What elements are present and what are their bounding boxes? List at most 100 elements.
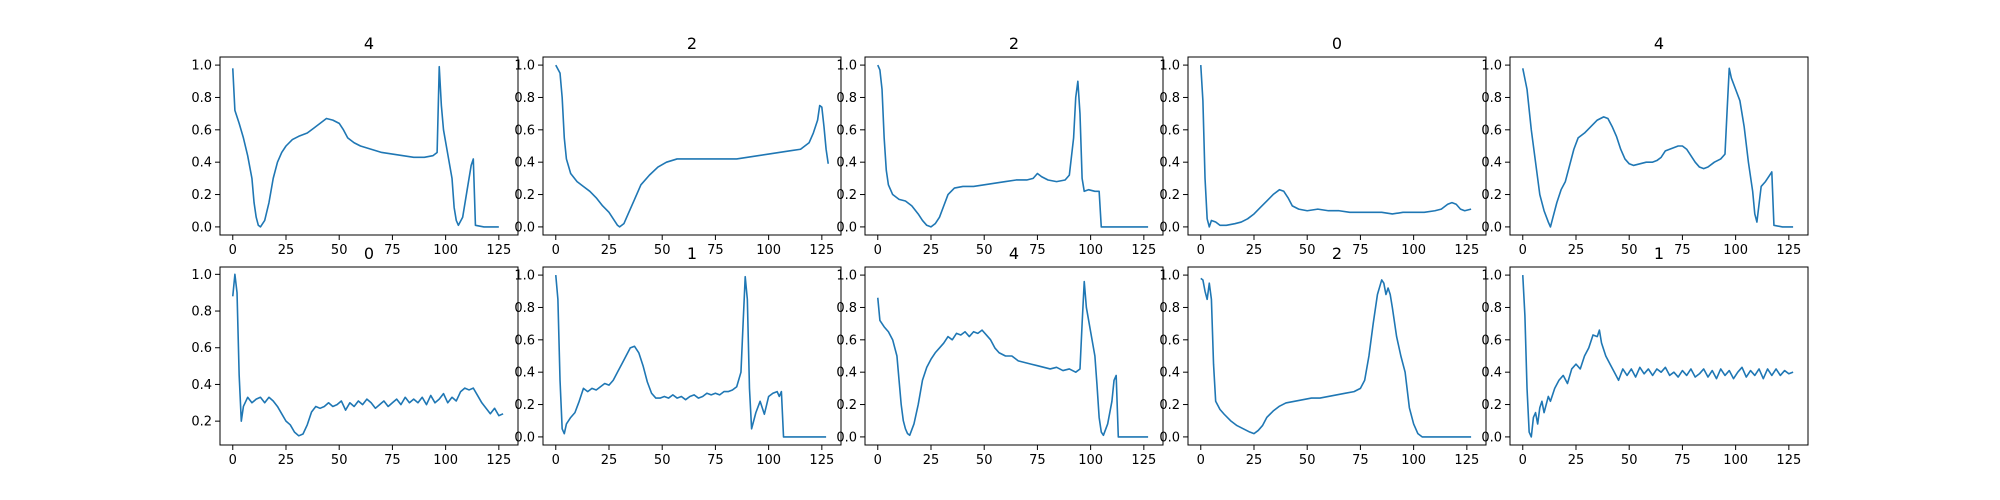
- x-tick-label: 75: [1352, 453, 1369, 468]
- y-tick-label: 0.8: [1481, 301, 1502, 316]
- y-tick-label: 0.8: [514, 301, 535, 316]
- chart-panel-4: 0 0 25 50 75 100 125 0.0 0.2 0.4 0.6 0.8 1.0: [1159, 34, 1487, 258]
- chart-panel-7: 1 0 25 50 75 100 125 0.0 0.2 0.4 0.6 0.8 1.0: [514, 244, 842, 468]
- chart-panel-3: 2 0 25 50 75 100 125 0.0 0.2 0.4 0.6 0.8 1.0: [836, 34, 1164, 258]
- x-tick-label: 125: [809, 243, 834, 258]
- axes-frame: [219, 266, 519, 446]
- y-tick-label: 0.2: [191, 415, 212, 430]
- y-tick-label: 1.0: [1159, 269, 1180, 284]
- x-tick-label: 0: [1519, 243, 1527, 258]
- y-tick-label: 0.4: [514, 366, 535, 381]
- y-tick-label: 0.2: [836, 188, 857, 203]
- chart-panel-10: 1 0 25 50 75 100 125 0.0 0.2 0.4 0.6 0.8 1.0: [1481, 244, 1809, 468]
- axes-frame: [864, 56, 1164, 236]
- y-tick-label: 0.6: [191, 341, 212, 356]
- panel-title: 0: [364, 244, 374, 263]
- y-tick-label: 0.2: [1159, 398, 1180, 413]
- y-tick-label: 0.4: [514, 156, 535, 171]
- y-tick-label: 0.6: [1481, 123, 1502, 138]
- y-tick-label: 0.2: [514, 398, 535, 413]
- y-tick-label: 0.6: [191, 123, 212, 138]
- y-tick-label: 1.0: [514, 269, 535, 284]
- x-tick-label: 75: [384, 243, 401, 258]
- y-tick-label: 0.0: [1159, 430, 1180, 445]
- axes-frame: [1187, 56, 1487, 236]
- chart-panel-1: 4 0 25 50 75 100 125 0.0 0.2 0.4 0.6 0.8 1.0: [191, 34, 519, 258]
- y-tick-label: 0.4: [191, 378, 212, 393]
- chart-panel-9: 2 0 25 50 75 100 125 0.0 0.2 0.4 0.6 0.8 1.0: [1159, 244, 1487, 468]
- axes-frame: [219, 56, 519, 236]
- x-tick-label: 100: [433, 453, 458, 468]
- x-tick-label: 100: [1723, 453, 1748, 468]
- y-tick-label: 0.6: [1481, 333, 1502, 348]
- x-tick-label: 50: [1299, 243, 1316, 258]
- x-tick-label: 0: [1197, 453, 1205, 468]
- x-tick-label: 0: [1197, 243, 1205, 258]
- series-line: [555, 64, 830, 228]
- y-tick-label: 0.2: [191, 188, 212, 203]
- x-tick-label: 75: [1674, 243, 1691, 258]
- y-tick-label: 0.8: [836, 91, 857, 106]
- x-tick-label: 125: [1454, 453, 1479, 468]
- x-tick-label: 25: [278, 453, 295, 468]
- chart-panel-8: 4 0 25 50 75 100 125 0.0 0.2 0.4 0.6 0.8 1.0: [836, 244, 1164, 468]
- x-tick-label: 0: [552, 453, 560, 468]
- x-tick-label: 25: [1246, 243, 1263, 258]
- y-tick-label: 0.4: [1481, 156, 1502, 171]
- x-tick-label: 125: [486, 243, 511, 258]
- y-tick-label: 0.6: [1159, 333, 1180, 348]
- series-line: [876, 280, 1149, 438]
- x-tick-label: 75: [1029, 243, 1046, 258]
- axes-frame: [542, 56, 842, 236]
- y-tick-label: 0.6: [514, 123, 535, 138]
- x-tick-label: 125: [1131, 453, 1156, 468]
- x-tick-label: 25: [923, 243, 940, 258]
- x-tick-label: 0: [229, 453, 237, 468]
- x-tick-label: 50: [1299, 453, 1316, 468]
- chart-panel-5: 4 0 25 50 75 100 125 0.0 0.2 0.4 0.6 0.8 1.0: [1481, 34, 1809, 258]
- x-tick-label: 75: [384, 453, 401, 468]
- series-line: [1200, 277, 1472, 438]
- chart-panel-2: 2 0 25 50 75 100 125 0.0 0.2 0.4 0.6 0.8 1.0: [514, 34, 842, 258]
- y-tick-label: 1.0: [1159, 59, 1180, 74]
- panel-title: 0: [1332, 34, 1342, 53]
- panel-title: 4: [364, 34, 374, 53]
- x-tick-label: 50: [331, 453, 348, 468]
- x-tick-label: 100: [756, 243, 781, 258]
- y-tick-label: 1.0: [836, 59, 857, 74]
- y-tick-label: 0.4: [1481, 366, 1502, 381]
- x-tick-label: 100: [433, 243, 458, 258]
- series-line: [1199, 65, 1472, 228]
- x-tick-label: 25: [923, 453, 940, 468]
- y-tick-label: 0.8: [191, 305, 212, 320]
- y-tick-label: 0.0: [1159, 220, 1180, 235]
- panel-title: 1: [687, 244, 697, 263]
- y-tick-label: 0.8: [836, 301, 857, 316]
- x-tick-label: 25: [601, 453, 618, 468]
- x-tick-label: 125: [1776, 243, 1801, 258]
- x-tick-label: 50: [654, 453, 671, 468]
- y-tick-label: 1.0: [1481, 59, 1502, 74]
- panel-title: 2: [1009, 34, 1019, 53]
- x-tick-label: 0: [552, 243, 560, 258]
- x-tick-label: 0: [874, 453, 882, 468]
- y-tick-label: 0.0: [1481, 430, 1502, 445]
- x-tick-label: 125: [809, 453, 834, 468]
- series-line: [1521, 67, 1794, 228]
- x-tick-label: 125: [486, 453, 511, 468]
- y-tick-label: 0.0: [514, 220, 535, 235]
- y-tick-label: 0.6: [1159, 123, 1180, 138]
- x-tick-label: 100: [1078, 453, 1103, 468]
- y-tick-label: 0.0: [836, 220, 857, 235]
- series-line: [877, 64, 1149, 228]
- x-tick-label: 75: [1352, 243, 1369, 258]
- y-tick-label: 0.4: [836, 156, 857, 171]
- panel-title: 1: [1654, 244, 1664, 263]
- panel-title: 4: [1654, 34, 1664, 53]
- axes-frame: [1509, 266, 1809, 446]
- x-tick-label: 25: [1568, 243, 1585, 258]
- x-tick-label: 100: [1078, 243, 1103, 258]
- y-tick-label: 0.0: [836, 430, 857, 445]
- x-tick-label: 0: [874, 243, 882, 258]
